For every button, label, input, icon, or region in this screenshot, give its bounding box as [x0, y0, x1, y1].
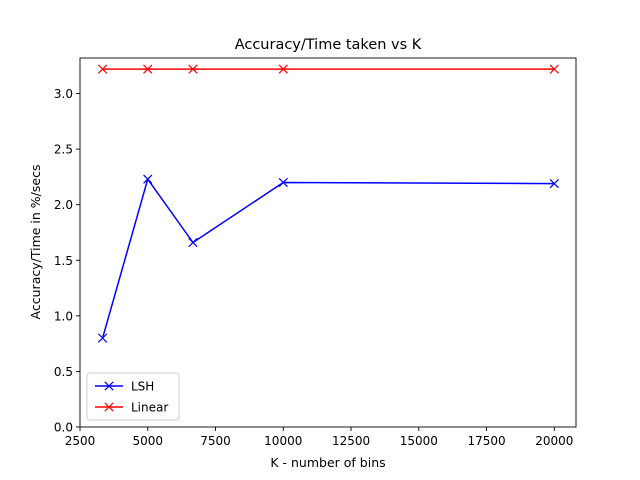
legend-marker-linear: [104, 402, 114, 412]
data-point-linear: [278, 64, 288, 74]
series-linear: [97, 64, 559, 74]
series-layer: [97, 64, 559, 343]
legend-label-lsh: LSH: [131, 380, 154, 394]
data-point-lsh: [278, 177, 288, 188]
y-tick-label: 1.0: [54, 309, 73, 323]
y-tick-label: 1.5: [54, 254, 73, 268]
x-tick-label: 7500: [200, 434, 231, 448]
x-tick-label: 12500: [332, 434, 370, 448]
x-tick-label: 5000: [132, 434, 163, 448]
data-point-lsh: [97, 333, 108, 343]
legend-label-linear: Linear: [131, 401, 168, 415]
data-point-lsh: [143, 174, 153, 184]
y-axis-label: Accuracy/Time in %/secs: [28, 165, 43, 320]
data-point-linear: [188, 64, 198, 74]
y-tick-label: 0.0: [54, 421, 73, 435]
data-point-linear: [97, 64, 108, 74]
x-tick-label: 10000: [264, 434, 302, 448]
data-point-linear: [143, 64, 153, 74]
data-point-linear: [549, 64, 559, 74]
axes-layer: 2500 5000 7500 10000 12500 15000 17500 20000 0.0…: [54, 87, 574, 448]
plot-area-frame: [79, 57, 577, 428]
series-lsh: [97, 174, 559, 343]
y-tick-label: 3.0: [54, 87, 73, 101]
legend-marker-lsh: [104, 381, 114, 391]
y-tick-label: 2.0: [54, 198, 73, 212]
legend: LSH Linear: [86, 372, 180, 421]
x-tick-label: 15000: [400, 434, 438, 448]
data-point-lsh: [549, 178, 559, 189]
y-tick-label: 0.5: [54, 365, 73, 379]
data-point-lsh: [188, 237, 198, 248]
x-tick-label: 20000: [535, 434, 573, 448]
x-axis-label: K - number of bins: [270, 455, 385, 470]
y-tick-label: 2.5: [54, 143, 73, 157]
x-tick-label: 17500: [467, 434, 505, 448]
x-tick-label: 2500: [65, 434, 96, 448]
chart-title: Accuracy/Time taken vs K: [235, 37, 422, 53]
